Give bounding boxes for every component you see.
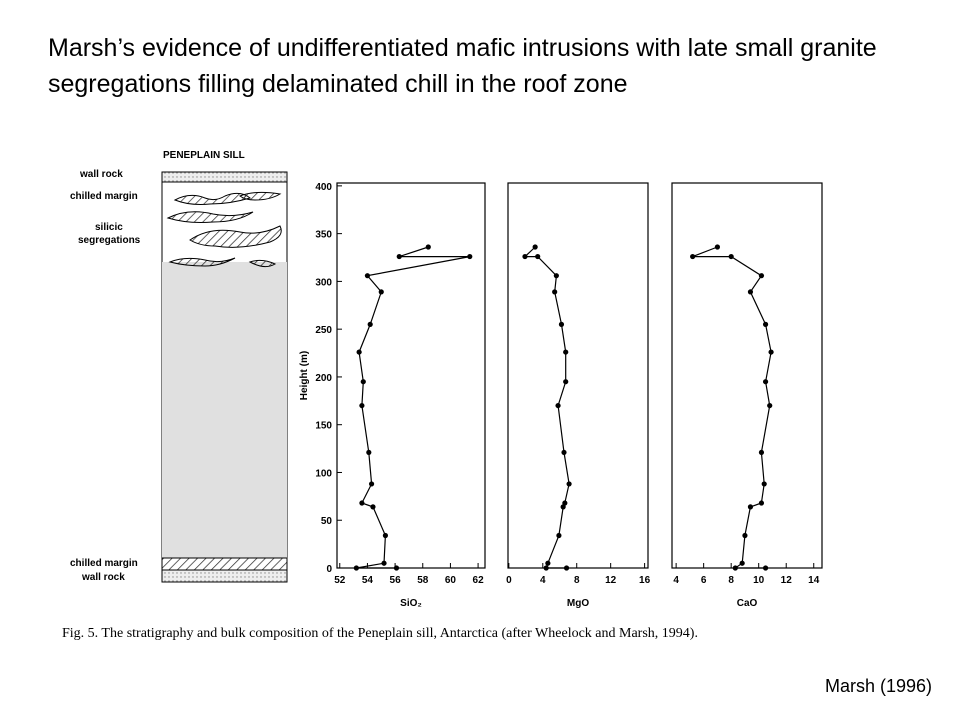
y-tick-label: 250 — [315, 325, 332, 336]
data-point — [560, 504, 566, 510]
x-tick-label: 52 — [334, 575, 346, 586]
column-title: PENEPLAIN SILL — [163, 150, 245, 161]
data-point — [522, 253, 528, 260]
column-label: wall rock — [81, 572, 125, 583]
x-tick-label: 0 — [506, 575, 512, 586]
y-tick-label: 350 — [315, 230, 332, 241]
data-point — [561, 449, 567, 456]
data-point — [370, 504, 376, 510]
column-label: wall rock — [79, 169, 123, 180]
slide-title: Marsh’s evidence of undifferentiated maf… — [48, 34, 877, 98]
x-tick-label: 12 — [781, 575, 793, 586]
x-tick-label: 6 — [701, 575, 707, 586]
data-point — [382, 532, 389, 539]
data-point — [714, 244, 721, 250]
column-label: silicic — [95, 222, 123, 233]
data-point — [364, 273, 371, 279]
y-tick-label: 200 — [315, 373, 332, 384]
column-label: chilled margin — [70, 191, 138, 202]
x-tick-label: 60 — [445, 575, 457, 586]
x-axis-label: MgO — [567, 598, 589, 609]
data-point — [359, 402, 365, 409]
data-point — [359, 500, 365, 506]
data-point — [563, 379, 569, 385]
data-point — [747, 504, 754, 510]
data-point — [690, 253, 696, 260]
data-point — [381, 560, 387, 566]
data-point — [553, 273, 559, 279]
x-tick-label: 16 — [639, 575, 651, 586]
plot-frame — [671, 182, 823, 569]
strat-column — [161, 171, 288, 583]
data-point — [758, 449, 765, 456]
data-point — [761, 481, 767, 487]
data-point — [768, 349, 774, 355]
column-label: chilled margin — [70, 558, 138, 569]
x-tick-label: 62 — [473, 575, 485, 586]
profile-line — [356, 246, 470, 569]
data-point — [732, 565, 738, 571]
x-axis-label: CaO — [737, 598, 758, 609]
x-tick-label: 12 — [605, 575, 617, 586]
data-point — [552, 289, 558, 295]
data-point — [556, 532, 562, 539]
figure-caption: Fig. 5. The stratigraphy and bulk compos… — [62, 626, 698, 641]
data-point — [378, 289, 384, 295]
data-point — [353, 565, 359, 571]
data-point — [396, 253, 402, 260]
x-tick-label: 58 — [417, 575, 429, 586]
y-tick-label: 100 — [315, 468, 332, 479]
y-tick-label: 0 — [326, 564, 332, 575]
data-point — [558, 321, 565, 327]
data-point — [545, 560, 551, 566]
data-point — [535, 253, 541, 260]
x-tick-label: 54 — [362, 575, 374, 586]
x-tick-label: 8 — [728, 575, 734, 586]
data-point — [747, 289, 754, 295]
x-tick-label: 14 — [808, 575, 820, 586]
x-axis-label: SiO₂ — [400, 598, 422, 609]
x-tick-label: 4 — [540, 575, 546, 586]
data-point — [566, 481, 572, 487]
data-point — [425, 244, 431, 250]
data-point — [368, 481, 375, 487]
y-tick-label: 150 — [315, 421, 332, 432]
data-point — [742, 532, 748, 539]
data-point — [767, 402, 773, 409]
y-tick-label: 50 — [321, 516, 333, 527]
x-tick-label: 56 — [390, 575, 402, 586]
data-point — [367, 321, 373, 327]
data-point — [543, 565, 549, 571]
x-tick-label: 8 — [574, 575, 580, 586]
credit: Marsh (1996) — [824, 676, 932, 696]
profile-line — [523, 246, 570, 569]
data-point — [366, 449, 372, 456]
plot-frame — [336, 182, 486, 569]
y-axis-label: Height (m) — [299, 351, 310, 400]
y-tick-label: 300 — [315, 277, 332, 288]
column-label: segregations — [78, 235, 141, 246]
data-point — [758, 273, 765, 279]
data-point — [758, 500, 765, 506]
data-point — [762, 321, 769, 327]
data-point — [762, 379, 769, 385]
x-tick-label: 4 — [673, 575, 679, 586]
data-point — [739, 560, 745, 566]
data-point — [393, 565, 400, 571]
data-point — [360, 379, 366, 385]
data-point — [532, 244, 538, 250]
x-tick-label: 10 — [753, 575, 765, 586]
data-point — [356, 349, 362, 355]
plot-frame — [507, 182, 649, 569]
data-point — [563, 349, 569, 355]
data-point — [555, 402, 561, 409]
data-point — [762, 565, 769, 571]
data-point — [467, 253, 473, 260]
data-point — [728, 253, 734, 260]
data-point — [563, 565, 570, 571]
profile-line — [692, 246, 772, 569]
y-tick-label: 400 — [315, 182, 332, 193]
